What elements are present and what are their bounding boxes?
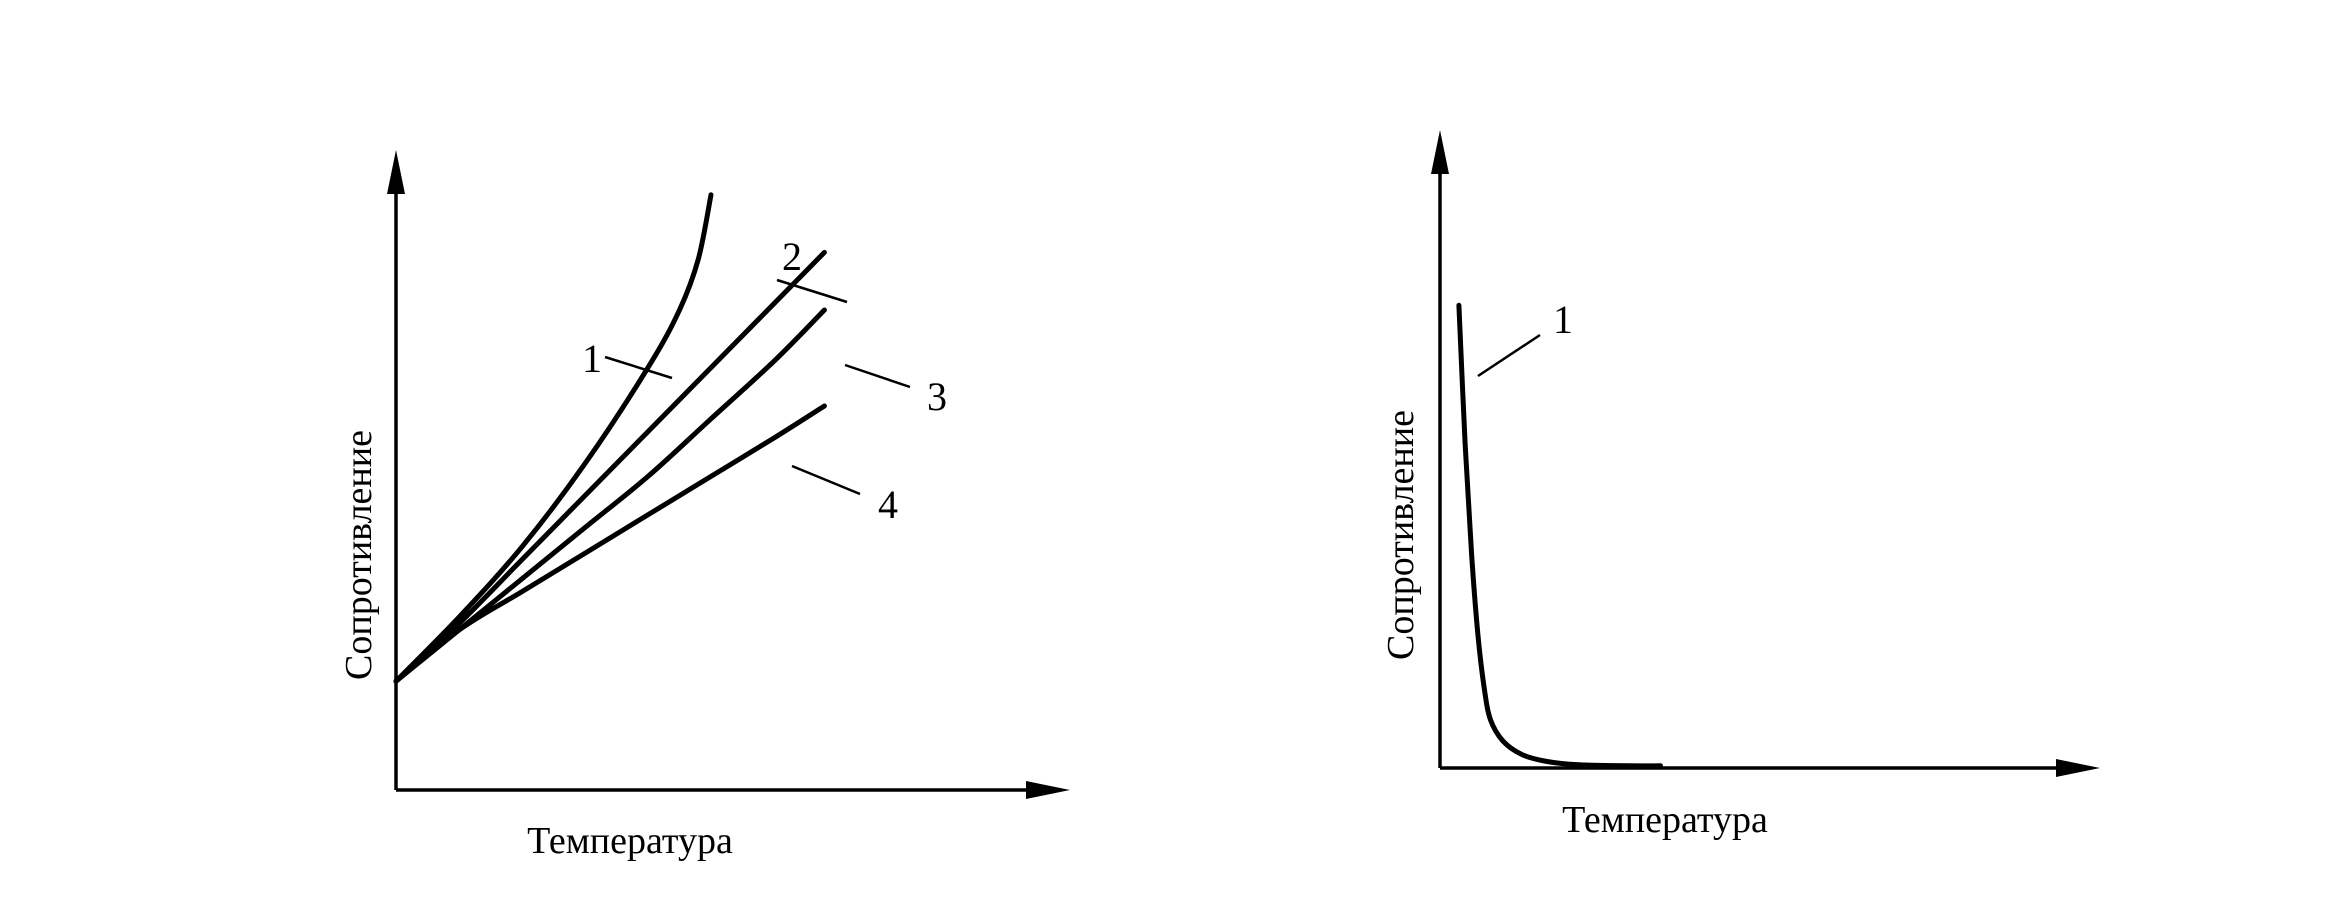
chart1-y-axis-arrow <box>387 150 405 194</box>
chart1-curves <box>393 192 827 684</box>
chart1-series-3-label: 3 <box>927 374 947 419</box>
chart1-x-axis-label: Температура <box>527 820 733 862</box>
chart2-series-1-leader-line <box>1477 333 1541 378</box>
chart1-x-axis-arrow <box>1026 781 1070 799</box>
chart1-series-4-leader-line <box>791 464 861 496</box>
chart2-x-axis-label: Температура <box>1562 799 1768 841</box>
chart1-y-axis-label: Сопротивление <box>338 430 380 680</box>
chart1-series-3-leader-line <box>844 363 911 389</box>
chart-2: 1 Температура Сопротивление <box>1380 130 2100 841</box>
chart2-y-axis-arrow <box>1431 130 1449 174</box>
chart2-x-axis-arrow <box>2056 759 2100 777</box>
chart1-series-1-leader-line <box>604 355 673 380</box>
chart2-curve-labels: 1 <box>1477 297 1573 378</box>
chart-1: 1 2 3 4 Температура Сопротивление <box>338 150 1070 862</box>
chart1-series-1-line <box>393 192 714 684</box>
chart1-series-2-label: 2 <box>782 234 802 279</box>
chart2-series-1-label: 1 <box>1553 297 1573 342</box>
chart1-series-4-line <box>393 403 827 684</box>
chart1-series-2-line <box>393 249 827 684</box>
chart2-series-1-line <box>1456 302 1663 769</box>
chart1-series-4-label: 4 <box>878 482 898 527</box>
chart2-y-axis-label: Сопротивление <box>1380 410 1422 660</box>
chart1-series-2-leader-line <box>776 278 848 304</box>
chart1-curve-labels: 1 2 3 4 <box>582 234 947 527</box>
chart1-series-1-label: 1 <box>582 336 602 381</box>
chart2-curves <box>1456 302 1663 769</box>
